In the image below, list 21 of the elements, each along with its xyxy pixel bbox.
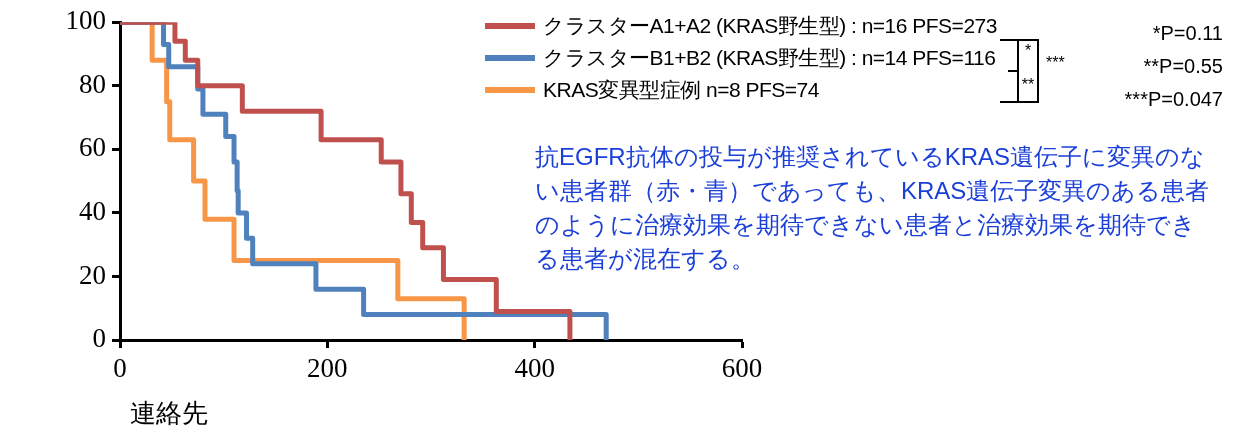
y-tick-label: 20: [79, 259, 106, 290]
x-tick-label: 0: [113, 353, 127, 384]
x-tick-label: 400: [514, 353, 555, 384]
text: **P=0.55: [1143, 55, 1223, 78]
text: *P=0.11: [1152, 22, 1223, 45]
y-tick-label: 80: [79, 68, 106, 99]
text: ***: [1046, 54, 1065, 72]
x-tick-label: 600: [721, 353, 763, 384]
x-axis-title: 連絡先: [130, 397, 208, 430]
x-tick-label: 200: [307, 353, 348, 384]
annotation: 抗EGFR抗体の投与が推奨されているKRAS遺伝子に変異のない患者群（赤・青）であっても、KRAS遺伝子変異のある患者のように治療効果を期待できない患者と治療効果を期待できる患者が混在する。: [535, 142, 1211, 274]
legend-label: KRAS変異型症例 n=8 PFS=74: [543, 77, 819, 103]
legend-label: クラスターB1+B2 (KRAS野生型) : n=14 PFS=116: [543, 45, 996, 71]
text: ***P=0.047: [1124, 88, 1223, 111]
y-tick-label: 40: [79, 195, 106, 226]
legend-label: クラスターA1+A2 (KRAS野生型) : n=16 PFS=273: [543, 13, 997, 39]
text: *: [1024, 42, 1032, 60]
y-tick-label: 60: [79, 132, 106, 163]
y-tick-label: 0: [92, 323, 106, 354]
y-tick-label: 100: [65, 5, 106, 36]
text: **: [1021, 76, 1035, 94]
